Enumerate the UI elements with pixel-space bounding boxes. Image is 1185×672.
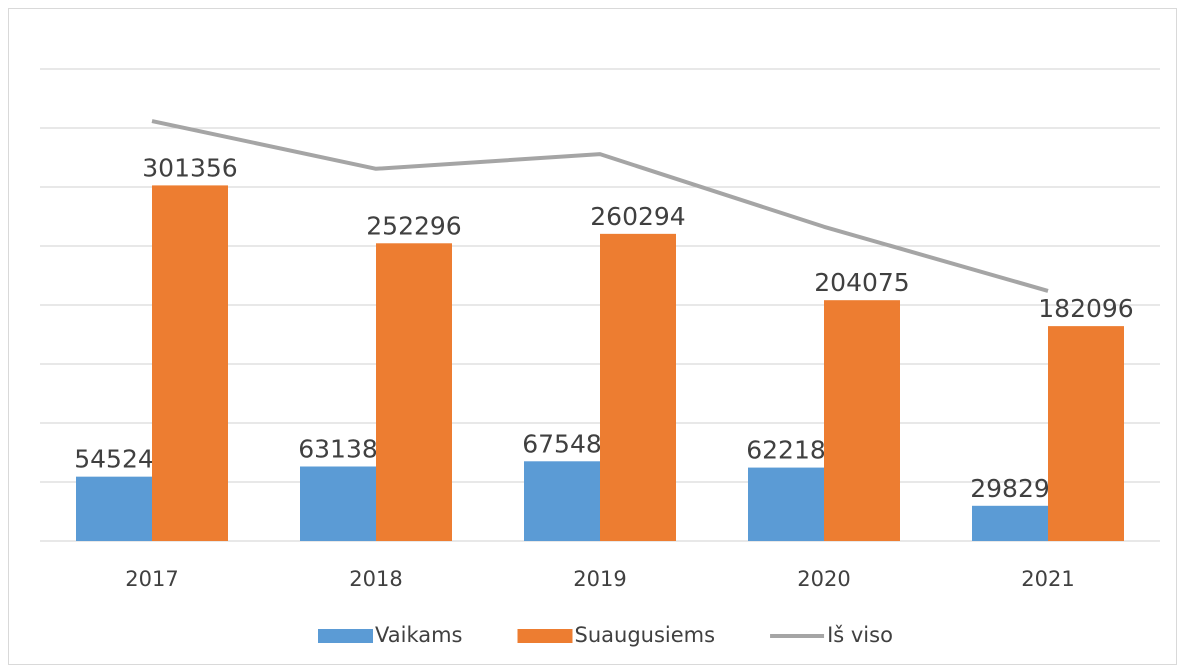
bar [972, 505, 1048, 541]
data-label: 260294 [590, 202, 685, 231]
data-label: 252296 [366, 211, 461, 240]
bar [300, 466, 376, 541]
bar [600, 233, 676, 541]
data-label: 29829 [970, 474, 1050, 503]
line [151, 119, 1049, 293]
x-tick-label: 2018 [349, 567, 402, 591]
data-label: 67548 [522, 429, 602, 458]
bar [748, 467, 824, 541]
legend-swatch [517, 629, 573, 643]
data-label: 204075 [814, 268, 909, 297]
bar [376, 243, 452, 542]
bar [1048, 326, 1124, 541]
legend-swatch [318, 629, 373, 643]
data-label: 63138 [298, 434, 378, 463]
bar [152, 185, 228, 542]
x-tick-label: 2020 [797, 567, 850, 591]
legend-label: Suaugusiems [575, 623, 716, 647]
data-label: 54524 [74, 445, 154, 474]
legend-label: Vaikams [375, 623, 463, 647]
bar [824, 300, 900, 541]
x-tick-label: 2017 [125, 567, 178, 591]
x-tick-label: 2021 [1021, 567, 1074, 591]
data-label: 62218 [746, 436, 826, 465]
legend-label: Iš viso [827, 623, 893, 647]
x-tick-label: 2019 [573, 567, 626, 591]
data-label: 182096 [1038, 294, 1133, 323]
data-label: 301356 [142, 153, 237, 182]
bar [76, 476, 152, 541]
bar [524, 461, 600, 541]
